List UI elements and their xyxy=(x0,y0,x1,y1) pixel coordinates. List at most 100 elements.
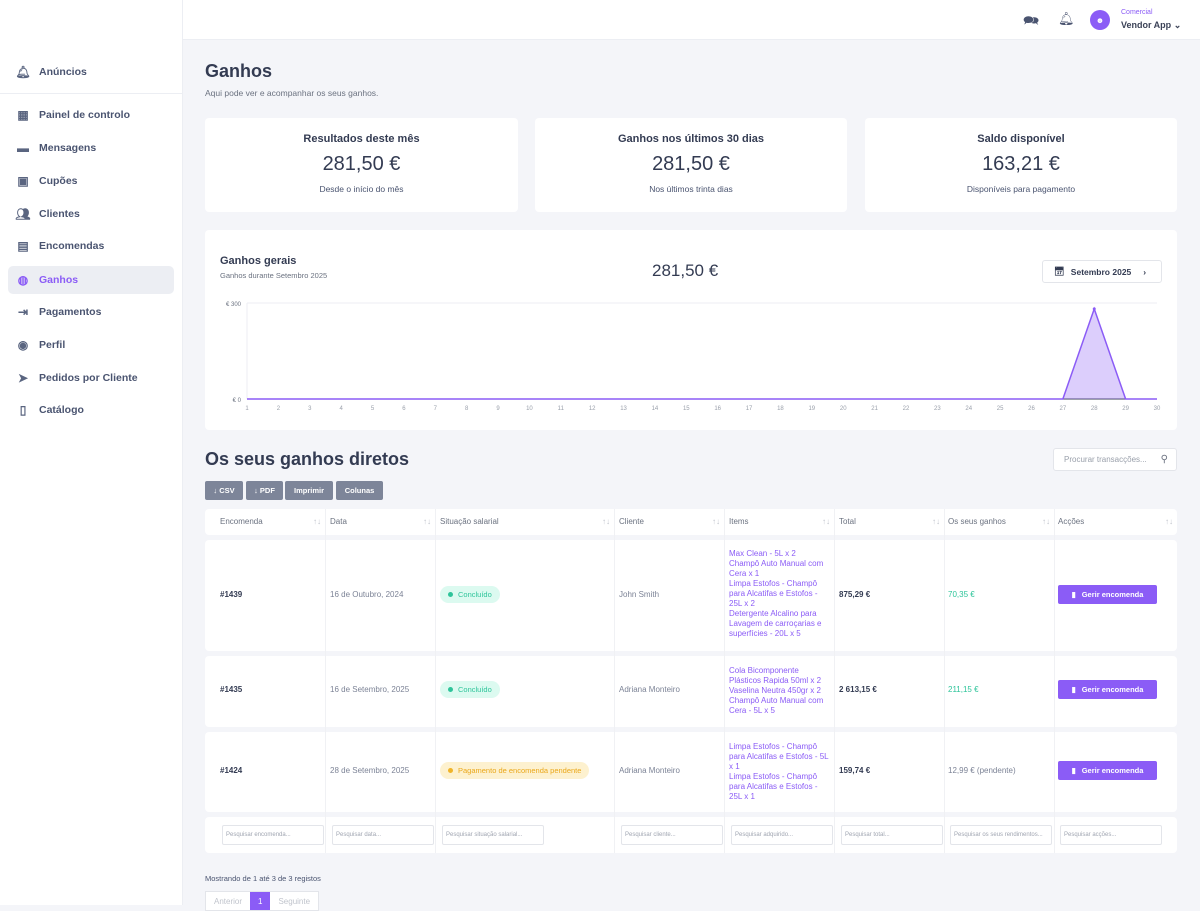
column-header[interactable]: Os seus ganhos xyxy=(948,517,1006,526)
sidebar-item-6[interactable]: ◍ Ganhos xyxy=(8,266,174,294)
x-tick-label: 30 xyxy=(1154,406,1161,412)
sidebar-item-2[interactable]: ▬ Mensagens xyxy=(8,134,174,162)
column-divider xyxy=(325,509,326,853)
column-filter-input[interactable]: Pesquisar acções... xyxy=(1060,825,1162,845)
manage-order-button[interactable]: ▮ Gerir encomenda xyxy=(1058,680,1157,699)
pagination: Anterior 1 Seguinte xyxy=(205,891,320,911)
notification-bell-icon[interactable]: 🔔︎ xyxy=(1058,11,1075,26)
status-label: Concluído xyxy=(458,685,492,694)
sidebar-item-4[interactable]: 👥︎ Clientes xyxy=(8,200,174,228)
sort-icon[interactable]: ↑↓ xyxy=(313,517,321,526)
column-filter-input[interactable]: Pesquisar total... xyxy=(841,825,943,845)
sidebar-item-9[interactable]: ➤ Pedidos por Cliente xyxy=(8,364,174,392)
sort-icon[interactable]: ↑↓ xyxy=(423,517,431,526)
stat-card-balance: Saldo disponível 163,21 € Disponíveis para… xyxy=(865,118,1177,212)
sort-icon[interactable]: ↑↓ xyxy=(1042,517,1050,526)
x-tick-label: 4 xyxy=(339,406,343,412)
chart-title: Ganhos gerais xyxy=(220,255,297,267)
column-filter-input[interactable]: Pesquisar adquirido... xyxy=(731,825,833,845)
column-header[interactable]: Items xyxy=(729,517,749,526)
sidebar-item-5[interactable]: ▤ Encomendas xyxy=(8,232,174,260)
item-link[interactable]: Champô Auto Manual com Cera x 1 xyxy=(729,559,824,578)
sort-icon[interactable]: ↑↓ xyxy=(932,517,940,526)
sort-icon[interactable]: ↑↓ xyxy=(712,517,720,526)
column-header[interactable]: Acções xyxy=(1058,517,1085,526)
item-link[interactable]: Cola Bicomponente Plásticos Rapida 50ml … xyxy=(729,666,822,685)
item-link[interactable]: Detergente Alcalino para Lavagem de carr… xyxy=(729,609,822,638)
column-divider xyxy=(614,509,615,853)
order-date: 28 de Setembro, 2025 xyxy=(330,766,410,775)
order-id[interactable]: #1435 xyxy=(220,685,243,694)
client-name: Adriana Monteiro xyxy=(619,685,680,694)
filter-placeholder: Pesquisar encomenda... xyxy=(226,832,291,838)
pagination-page-1[interactable]: 1 xyxy=(250,892,271,910)
user-menu[interactable]: Vendor App ⌄ xyxy=(1121,20,1181,31)
stat-sub: Nos últimos trinta dias xyxy=(649,184,733,194)
sidebar-item-0[interactable]: 🔔︎ Anúncios xyxy=(8,58,174,86)
column-header[interactable]: Total xyxy=(839,517,856,526)
item-link[interactable]: Limpa Estofos - Champô para Alcatifas e … xyxy=(729,579,818,608)
table-row xyxy=(205,732,1177,812)
print-button[interactable]: Imprimir xyxy=(285,481,333,500)
x-tick-label: 28 xyxy=(1091,406,1098,412)
chat-icon[interactable]: 🗪 xyxy=(1023,13,1040,28)
chart-subtitle: Ganhos durante Setembro 2025 xyxy=(220,271,328,280)
calendar-icon: 📅︎ xyxy=(1054,266,1065,276)
stat-value: 281,50 € xyxy=(322,153,401,175)
stat-sub: Disponíveis para pagamento xyxy=(966,184,1076,194)
order-id[interactable]: #1424 xyxy=(220,766,243,775)
manage-order-button[interactable]: ▮ Gerir encomenda xyxy=(1058,585,1157,604)
item-link[interactable]: Limpa Estofos - Champô para Alcatifas e … xyxy=(729,742,829,771)
sort-icon[interactable]: ↑↓ xyxy=(822,517,830,526)
sidebar-item-8[interactable]: ◉ Perfil xyxy=(8,331,174,359)
table-info: Mostrando de 1 até 3 de 3 registos xyxy=(205,874,321,883)
column-header[interactable]: Data xyxy=(330,517,347,526)
stat-card-30days: Ganhos nos últimos 30 dias 281,50 € Nos úl… xyxy=(535,118,847,212)
column-filter-input[interactable]: Pesquisar os seus rendimentos... xyxy=(950,825,1052,845)
sidebar-item-label: Anúncios xyxy=(39,66,87,78)
sidebar-item-1[interactable]: ▦ Painel de controlo xyxy=(8,101,174,129)
item-link[interactable]: Limpa Estofos - Champô para Alcatifas e … xyxy=(729,772,818,801)
sidebar-item-10[interactable]: ▯ Catálogo xyxy=(8,396,174,424)
column-header[interactable]: Cliente xyxy=(619,517,644,526)
order-id[interactable]: #1439 xyxy=(220,590,243,599)
column-header[interactable]: Situação salarial xyxy=(440,517,499,526)
column-filter-input[interactable]: Pesquisar situação salarial... xyxy=(442,825,544,845)
column-divider xyxy=(435,509,436,853)
columns-button[interactable]: Colunas xyxy=(336,481,383,500)
chevron-right-icon[interactable]: › xyxy=(1143,266,1147,277)
topbar: 🗪 🔔︎ ☻ Comercial Vendor App ⌄ xyxy=(183,0,1200,40)
x-tick-label: 29 xyxy=(1122,406,1129,412)
column-filter-input[interactable]: Pesquisar cliente... xyxy=(621,825,723,845)
sort-icon[interactable]: ↑↓ xyxy=(1165,517,1173,526)
month-selector[interactable]: 📅︎ Setembro 2025 › xyxy=(1042,260,1162,283)
x-tick-label: 15 xyxy=(683,406,690,412)
sidebar-item-label: Pedidos por Cliente xyxy=(39,372,138,384)
sidebar: 🔔︎ Anúncios ▦ Painel de controlo ▬ Mensagens ▣… xyxy=(0,0,183,905)
sidebar-item-3[interactable]: ▣ Cupões xyxy=(8,167,174,195)
transactions-search-input[interactable]: Procurar transacções... xyxy=(1064,455,1147,464)
avatar[interactable]: ☻ xyxy=(1090,10,1110,30)
sidebar-item-7[interactable]: ⇥ Pagamentos xyxy=(8,298,174,326)
column-header[interactable]: Encomenda xyxy=(220,517,263,526)
sort-icon[interactable]: ↑↓ xyxy=(602,517,610,526)
pagination-previous[interactable]: Anterior xyxy=(214,897,243,906)
item-link[interactable]: Max Clean - 5L x 2 xyxy=(729,549,796,558)
item-link[interactable]: Vaselina Neutra 450gr x 2 xyxy=(729,686,821,695)
export-csv-button[interactable]: ↓ CSV xyxy=(205,481,243,500)
book-icon: ▯ xyxy=(19,403,27,417)
column-filter-input[interactable]: Pesquisar data... xyxy=(332,825,434,845)
export-pdf-button[interactable]: ↓ PDF xyxy=(246,481,283,500)
pagination-next[interactable]: Seguinte xyxy=(278,897,311,906)
item-link[interactable]: Champô Auto Manual com Cera - 5L x 5 xyxy=(729,696,824,715)
manage-order-button[interactable]: ▮ Gerir encomenda xyxy=(1058,761,1157,780)
column-filter-input[interactable]: Pesquisar encomenda... xyxy=(222,825,324,845)
client-name: Adriana Monteiro xyxy=(619,766,680,775)
x-tick-label: 10 xyxy=(526,406,533,412)
table-header xyxy=(205,509,1177,535)
column-divider xyxy=(834,509,835,853)
status-badge: Concluído xyxy=(440,681,500,698)
transactions-search[interactable]: Procurar transacções... ⚲ xyxy=(1053,448,1177,471)
profile-icon: ◉ xyxy=(17,338,29,352)
bell-icon: 🔔︎ xyxy=(15,65,31,79)
